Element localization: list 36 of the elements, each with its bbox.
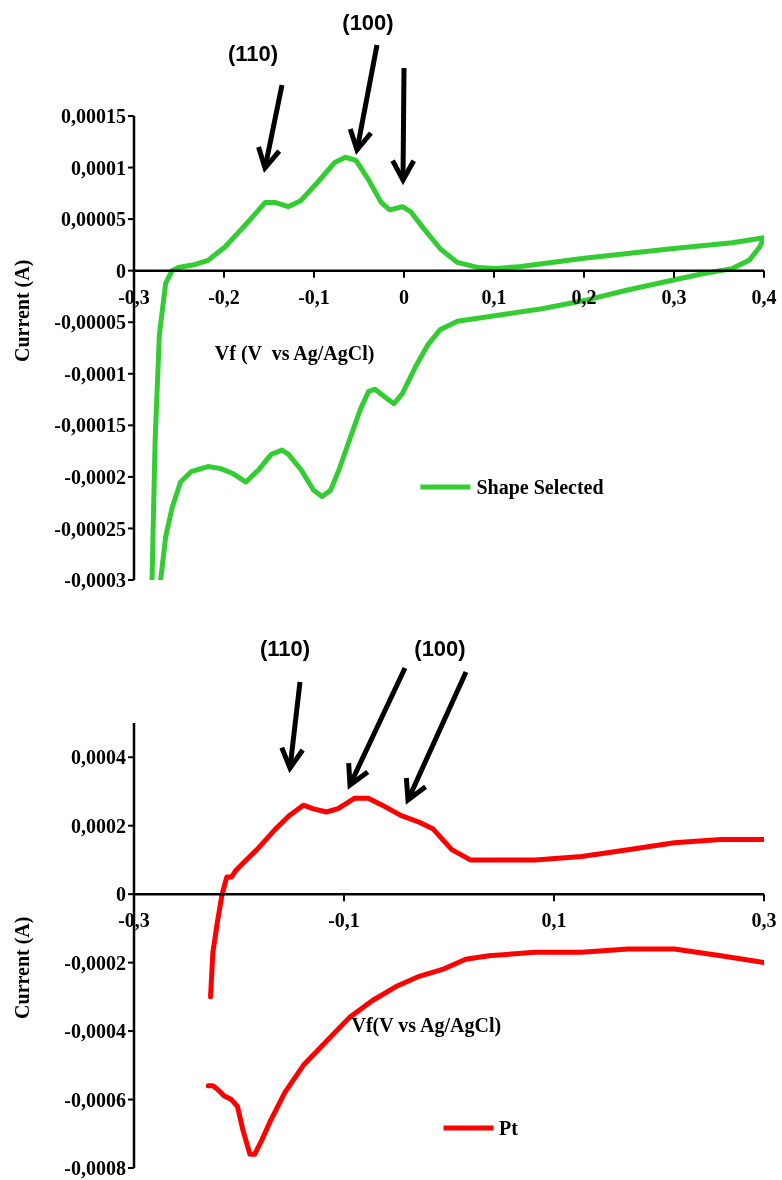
text: (110) xyxy=(259,635,311,661)
legend-label: Shape Selected xyxy=(476,475,604,499)
text: (100) xyxy=(342,9,394,35)
y-tick-label: -0,0006 xyxy=(64,1088,126,1111)
x-tick-label: 0,3 xyxy=(661,285,687,308)
y-tick-label: -0,0002 xyxy=(64,951,126,974)
x-tick-label: 0,1 xyxy=(541,909,567,932)
y-tick-label: -0,0008 xyxy=(64,1157,126,1180)
x-tick-label: 0,1 xyxy=(481,285,507,308)
x-tick-label: -0,1 xyxy=(328,909,360,932)
x-tick-label: 0 xyxy=(399,285,409,308)
y-axis-title: Current (A) xyxy=(10,916,34,1019)
x-tick-label: 0,4 xyxy=(751,285,777,308)
y-tick-label: -0,00005 xyxy=(54,311,126,334)
x-tick-label: -0,2 xyxy=(208,285,240,308)
y-tick-label: 0 xyxy=(116,259,126,282)
y-tick-label: -0,00015 xyxy=(54,414,126,437)
x-tick-label: 0,3 xyxy=(751,909,777,932)
y-tick-label: -0,0001 xyxy=(64,362,126,385)
y-tick-label: 0,0004 xyxy=(71,746,126,769)
legend-label: Pt xyxy=(499,1116,518,1140)
y-tick-label: 0,00015 xyxy=(61,105,126,128)
x-axis-title: Vf(V vs Ag/AgCl) xyxy=(351,1013,502,1037)
y-tick-label: 0 xyxy=(116,883,126,906)
text: (110) xyxy=(227,40,279,66)
x-tick-label: -0,1 xyxy=(298,285,330,308)
y-tick-label: -0,0004 xyxy=(64,1020,126,1043)
y-tick-label: -0,0002 xyxy=(64,465,126,488)
y-axis-title: Current (A) xyxy=(10,259,34,363)
y-tick-label: -0,00025 xyxy=(54,517,126,540)
text: (100) xyxy=(414,635,466,661)
y-tick-label: 0,0001 xyxy=(71,156,126,179)
y-tick-label: 0,00005 xyxy=(61,208,126,231)
y-tick-label: 0,0002 xyxy=(71,814,126,837)
x-axis-title: Vf (V vs Ag/AgCl) xyxy=(214,342,375,366)
y-tick-label: -0,0003 xyxy=(64,569,126,592)
